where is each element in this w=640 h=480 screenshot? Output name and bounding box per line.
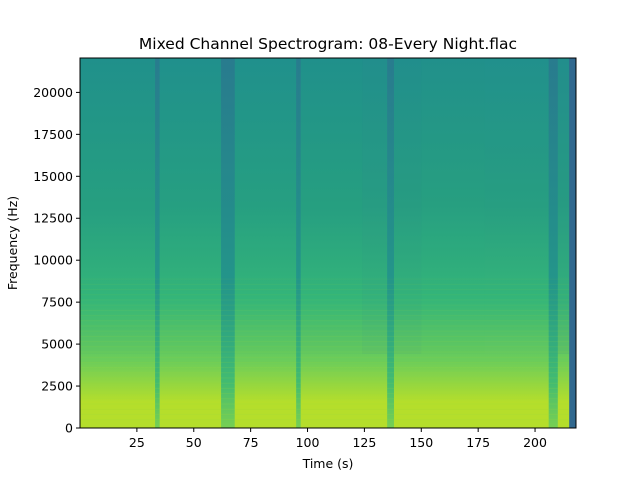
spectrogram-segment	[235, 58, 299, 354]
y-tick-label: 12500	[33, 211, 73, 226]
y-tick-label: 20000	[33, 85, 73, 100]
x-axis: 25 50 75 100 125 150 175 200	[129, 428, 547, 450]
y-tick-label: 10000	[33, 253, 73, 268]
spectrogram-segment	[391, 58, 422, 354]
x-axis-label: Time (s)	[302, 456, 354, 471]
quiet-band	[296, 58, 301, 428]
x-tick-label: 100	[296, 435, 320, 450]
x-tick-label: 50	[186, 435, 202, 450]
x-tick-label: 125	[352, 435, 376, 450]
x-tick-label: 75	[243, 435, 259, 450]
spectrogram-segment	[157, 58, 221, 354]
spectrogram-segment	[80, 58, 157, 354]
y-axis-label: Frequency (Hz)	[5, 196, 20, 290]
quiet-band	[221, 58, 235, 428]
x-tick-label: 175	[466, 435, 490, 450]
y-tick-label: 17500	[33, 127, 73, 142]
spectrogram-segment	[421, 58, 485, 354]
spectrogram-segment	[362, 58, 392, 354]
spectrogram-body	[80, 58, 570, 428]
quiet-band	[155, 58, 160, 428]
plot-area	[80, 58, 576, 428]
y-tick-label: 15000	[33, 169, 73, 184]
y-tick-label: 2500	[41, 379, 73, 394]
y-tick-label: 0	[65, 421, 73, 436]
y-tick-label: 5000	[41, 337, 73, 352]
y-tick-label: 7500	[41, 295, 73, 310]
plot-frame	[79, 57, 577, 429]
quiet-band	[548, 58, 558, 428]
spectrogram-segment	[485, 58, 549, 354]
quiet-band	[387, 58, 394, 428]
x-tick-label: 200	[523, 435, 547, 450]
x-tick-label: 25	[129, 435, 145, 450]
y-axis: 0 2500 5000 7500 10000 12500 15000 17500 20000	[33, 85, 80, 436]
spectrogram-segment	[298, 58, 362, 354]
x-tick-label: 150	[409, 435, 433, 450]
chart-title: Mixed Channel Spectrogram: 08-Every Nigh…	[139, 35, 517, 53]
